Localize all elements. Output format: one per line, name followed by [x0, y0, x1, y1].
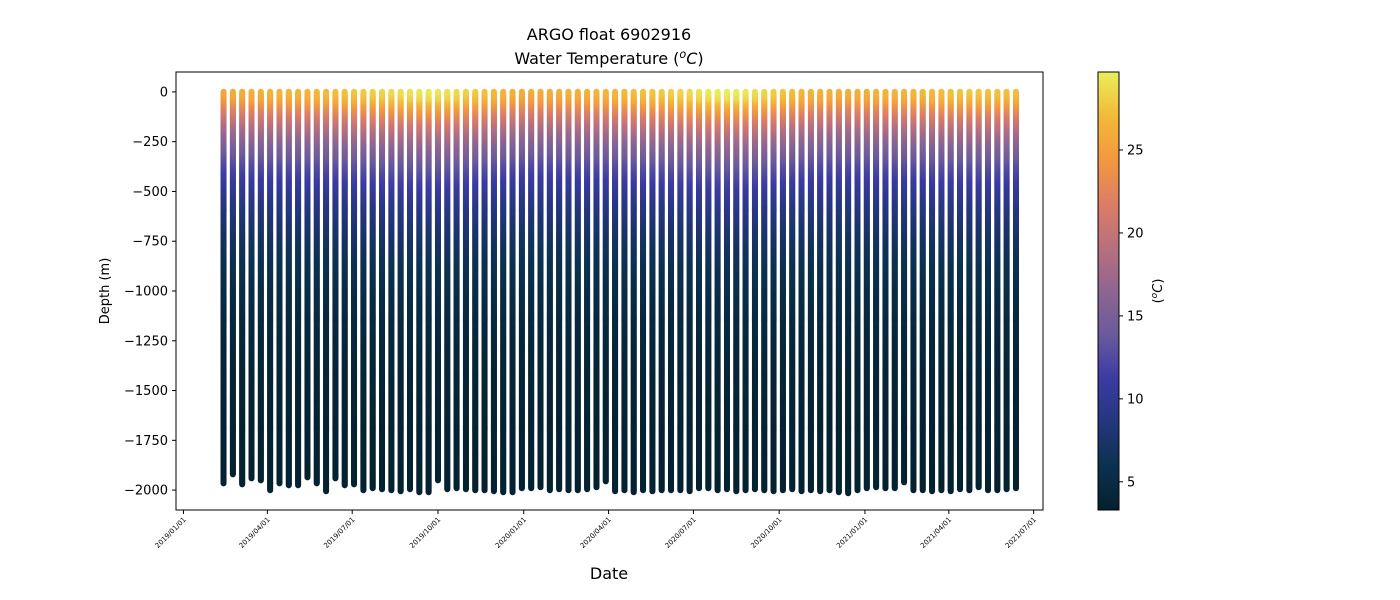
- profile: [285, 88, 292, 489]
- profile-point: [304, 88, 311, 96]
- chart-title: ARGO float 6902916: [527, 25, 691, 44]
- profile: [220, 88, 227, 487]
- profile-point: [248, 88, 255, 96]
- profile: [313, 88, 320, 487]
- chart-subtitle: Water Temperature (oC): [514, 48, 703, 69]
- profile: [276, 88, 283, 487]
- profile-point: [257, 88, 264, 96]
- profile-point: [323, 88, 330, 96]
- profile: [239, 88, 246, 488]
- profile: [323, 88, 330, 495]
- plot-area: [175, 71, 1044, 511]
- profile-point: [285, 88, 292, 96]
- profile: [248, 88, 255, 482]
- profile-point: [276, 88, 283, 96]
- profile-point: [229, 88, 236, 96]
- profile-point: [239, 88, 246, 96]
- profile: [257, 88, 264, 484]
- profile: [267, 88, 274, 494]
- profile-point: [220, 88, 227, 96]
- profile-point: [267, 88, 274, 96]
- profile-point: [295, 88, 302, 96]
- profile: [229, 88, 236, 478]
- profile-series: [220, 88, 1019, 497]
- subtitle-unit-label: oC: [679, 48, 698, 69]
- profile: [304, 88, 311, 481]
- profile: [295, 88, 302, 489]
- profile: [332, 88, 339, 482]
- profile-point: [313, 88, 320, 96]
